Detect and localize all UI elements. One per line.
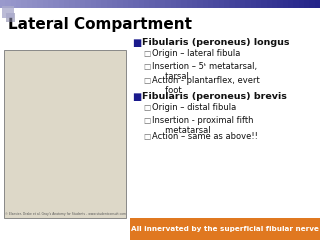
Text: Action – same as above!!: Action – same as above!!: [152, 132, 258, 141]
FancyBboxPatch shape: [27, 0, 33, 8]
Text: □: □: [143, 76, 150, 85]
FancyBboxPatch shape: [197, 0, 204, 8]
FancyBboxPatch shape: [32, 0, 38, 8]
FancyBboxPatch shape: [155, 0, 161, 8]
FancyBboxPatch shape: [277, 0, 284, 8]
Text: □: □: [143, 62, 150, 71]
FancyBboxPatch shape: [293, 0, 300, 8]
FancyBboxPatch shape: [299, 0, 305, 8]
Text: All innervated by the superficial fibular nerve: All innervated by the superficial fibula…: [131, 226, 319, 232]
FancyBboxPatch shape: [117, 0, 124, 8]
FancyBboxPatch shape: [80, 0, 86, 8]
Text: Fibularis (peroneus) brevis: Fibularis (peroneus) brevis: [142, 92, 287, 101]
FancyBboxPatch shape: [16, 0, 22, 8]
FancyBboxPatch shape: [128, 0, 134, 8]
FancyBboxPatch shape: [245, 0, 252, 8]
Text: □: □: [143, 116, 150, 125]
Text: © Elsevier, Drake et al. Gray's Anatomy for Students - www.studentconsult.com: © Elsevier, Drake et al. Gray's Anatomy …: [5, 212, 126, 216]
FancyBboxPatch shape: [176, 0, 182, 8]
FancyBboxPatch shape: [64, 0, 70, 8]
Text: □: □: [143, 103, 150, 112]
Text: Insertion – 5ᵗ metatarsal,
     tarsal: Insertion – 5ᵗ metatarsal, tarsal: [152, 62, 257, 81]
FancyBboxPatch shape: [261, 0, 268, 8]
FancyBboxPatch shape: [4, 50, 126, 218]
FancyBboxPatch shape: [304, 0, 310, 8]
FancyBboxPatch shape: [240, 0, 246, 8]
FancyBboxPatch shape: [224, 0, 230, 8]
Text: Origin – distal fibula: Origin – distal fibula: [152, 103, 236, 112]
FancyBboxPatch shape: [107, 0, 113, 8]
FancyBboxPatch shape: [130, 218, 320, 240]
FancyBboxPatch shape: [181, 0, 188, 8]
FancyBboxPatch shape: [53, 0, 60, 8]
FancyBboxPatch shape: [133, 0, 140, 8]
FancyBboxPatch shape: [187, 0, 193, 8]
FancyBboxPatch shape: [37, 0, 44, 8]
FancyBboxPatch shape: [11, 0, 17, 8]
FancyBboxPatch shape: [43, 0, 49, 8]
FancyBboxPatch shape: [112, 0, 118, 8]
FancyBboxPatch shape: [267, 0, 273, 8]
FancyBboxPatch shape: [59, 0, 65, 8]
Text: Lateral Compartment: Lateral Compartment: [8, 17, 192, 32]
FancyBboxPatch shape: [149, 0, 156, 8]
FancyBboxPatch shape: [5, 0, 12, 8]
FancyBboxPatch shape: [208, 0, 214, 8]
FancyBboxPatch shape: [0, 0, 6, 8]
FancyBboxPatch shape: [69, 0, 76, 8]
FancyBboxPatch shape: [75, 0, 81, 8]
FancyBboxPatch shape: [192, 0, 198, 8]
FancyBboxPatch shape: [235, 0, 241, 8]
FancyBboxPatch shape: [101, 0, 108, 8]
FancyBboxPatch shape: [85, 0, 92, 8]
Text: ■: ■: [132, 92, 141, 102]
FancyBboxPatch shape: [160, 0, 166, 8]
FancyBboxPatch shape: [203, 0, 209, 8]
FancyBboxPatch shape: [272, 0, 278, 8]
FancyBboxPatch shape: [251, 0, 257, 8]
FancyBboxPatch shape: [144, 0, 150, 8]
Text: □: □: [143, 132, 150, 141]
FancyBboxPatch shape: [123, 0, 129, 8]
Text: □: □: [143, 49, 150, 58]
FancyBboxPatch shape: [96, 0, 102, 8]
FancyBboxPatch shape: [213, 0, 220, 8]
FancyBboxPatch shape: [309, 0, 316, 8]
FancyBboxPatch shape: [21, 0, 28, 8]
FancyBboxPatch shape: [2, 6, 14, 18]
FancyBboxPatch shape: [165, 0, 172, 8]
FancyBboxPatch shape: [219, 0, 225, 8]
FancyBboxPatch shape: [288, 0, 294, 8]
FancyBboxPatch shape: [171, 0, 177, 8]
FancyBboxPatch shape: [256, 0, 262, 8]
FancyBboxPatch shape: [315, 0, 320, 8]
FancyBboxPatch shape: [229, 0, 236, 8]
FancyBboxPatch shape: [283, 0, 289, 8]
Text: Origin – lateral fibula: Origin – lateral fibula: [152, 49, 240, 58]
Text: Fibularis (peroneus) longus: Fibularis (peroneus) longus: [142, 38, 290, 47]
FancyBboxPatch shape: [6, 13, 15, 22]
Text: Action - plantarflex, evert
     foot: Action - plantarflex, evert foot: [152, 76, 260, 96]
Text: ■: ■: [132, 38, 141, 48]
Text: Insertion - proximal fifth
     metatarsal: Insertion - proximal fifth metatarsal: [152, 116, 253, 135]
FancyBboxPatch shape: [48, 0, 54, 8]
FancyBboxPatch shape: [139, 0, 145, 8]
FancyBboxPatch shape: [91, 0, 97, 8]
